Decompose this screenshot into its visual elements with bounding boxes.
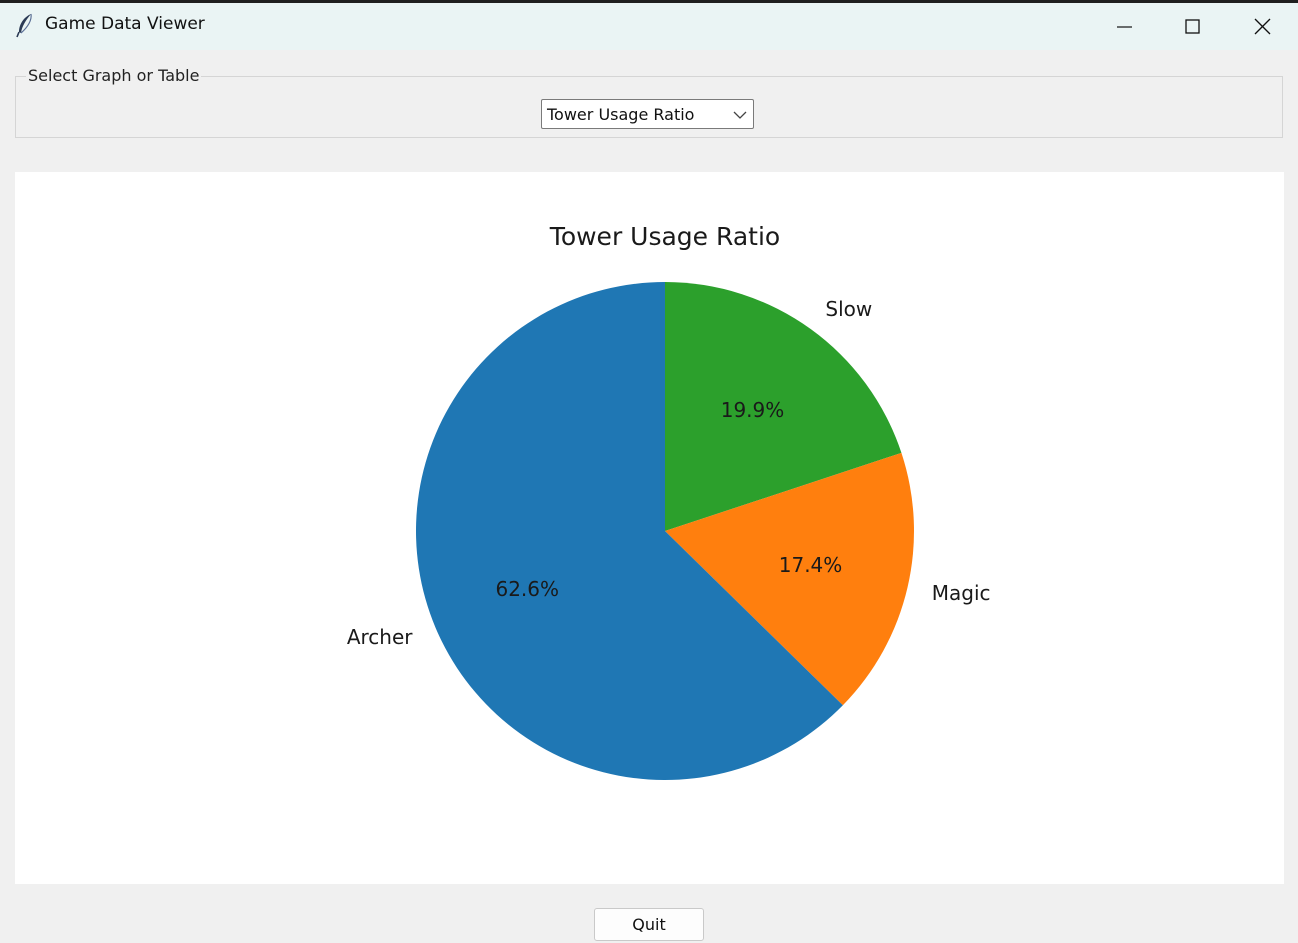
maximize-button[interactable] bbox=[1158, 3, 1228, 50]
graph-select-value: Tower Usage Ratio bbox=[547, 105, 695, 124]
pie-chart: Tower Usage Ratio Slow 19.9% Magic 17.4% Arc… bbox=[347, 222, 991, 780]
close-button[interactable] bbox=[1228, 3, 1298, 50]
pie-slice-archer bbox=[415, 282, 843, 780]
minimize-button[interactable] bbox=[1090, 3, 1160, 50]
chevron-down-icon bbox=[733, 111, 747, 119]
chart-area: Tower Usage Ratio Slow 19.9% Magic 17.4% Arc… bbox=[15, 172, 1284, 884]
slice-label-magic: Magic bbox=[932, 581, 991, 605]
graph-select-dropdown[interactable]: Tower Usage Ratio bbox=[541, 99, 754, 129]
minimize-icon bbox=[1117, 26, 1132, 28]
maximize-icon bbox=[1185, 19, 1200, 34]
slice-percent-slow: 19.9% bbox=[721, 398, 785, 422]
close-icon bbox=[1254, 18, 1271, 35]
feather-icon bbox=[16, 13, 32, 38]
slice-percent-magic: 17.4% bbox=[779, 553, 843, 577]
chart-title: Tower Usage Ratio bbox=[549, 222, 780, 251]
window-title: Game Data Viewer bbox=[45, 14, 205, 34]
selector-group-label: Select Graph or Table bbox=[26, 66, 202, 85]
slice-label-slow: Slow bbox=[825, 297, 872, 321]
slice-label-archer: Archer bbox=[347, 625, 413, 649]
pie-slice-slow bbox=[665, 282, 902, 531]
title-bar: Game Data Viewer bbox=[0, 3, 1298, 50]
quit-button[interactable]: Quit bbox=[594, 908, 704, 941]
pie-slice-magic bbox=[665, 452, 914, 706]
selector-group bbox=[15, 76, 1283, 138]
slice-percent-archer: 62.6% bbox=[495, 577, 559, 601]
